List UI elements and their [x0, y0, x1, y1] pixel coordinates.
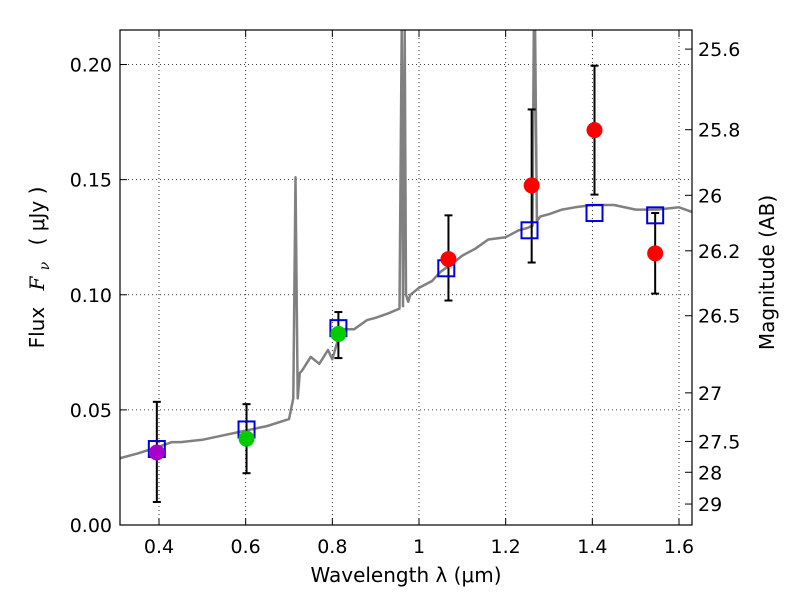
- x-tick-label: 0.6: [231, 536, 261, 558]
- y-axis-label-unit: ( μJy ): [25, 187, 49, 246]
- y-axis-label-prefix: Flux: [25, 307, 49, 349]
- y2-axis-label: Magnitude (AB): [755, 195, 779, 350]
- y-tick-label: 0.05: [70, 400, 112, 422]
- model-point-square: [646, 206, 665, 225]
- observed-point: [330, 325, 347, 342]
- y2-tick-label: 25.8: [698, 120, 740, 142]
- model-spectrum: [120, 30, 692, 460]
- y-axis-label-sub: ν: [37, 261, 53, 270]
- y2-tick-label: 28: [698, 462, 722, 484]
- x-tick-label: 1.2: [491, 536, 521, 558]
- y2-tick-label: 27.5: [698, 431, 740, 453]
- observed-point: [586, 122, 603, 139]
- y-tick-label: 0.20: [70, 55, 112, 77]
- observed-point: [523, 177, 540, 194]
- x-tick-label: 0.4: [144, 536, 174, 558]
- x-tick-label: 1: [413, 536, 425, 558]
- observed-point: [148, 444, 165, 461]
- model-point-square: [520, 221, 539, 240]
- y-tick-label: 0.15: [70, 170, 112, 192]
- x-tick-label: 1.4: [577, 536, 607, 558]
- model-spectrum-line: [120, 30, 692, 460]
- y2-tick-label: 25.6: [698, 39, 740, 61]
- axis-ticks: 0.4 0.6 0.8 1 1.2 1.4 1.6 0.00 0.05 0.10 0.15 0.20 2…: [70, 30, 740, 558]
- y2-tick-label: 26: [698, 185, 722, 207]
- x-tick-label: 0.8: [317, 536, 347, 558]
- y2-tick-label: 26.2: [698, 241, 740, 263]
- y-axis-label-var: F: [25, 275, 49, 291]
- observed-point: [238, 430, 255, 447]
- model-point-square: [585, 204, 604, 223]
- observed-point: [647, 245, 664, 262]
- x-axis-label: Wavelength λ (μm): [310, 563, 501, 587]
- y-axis-label: Flux F ν ( μJy ): [25, 187, 54, 349]
- y2-tick-label: 26.5: [698, 306, 740, 328]
- y-tick-label: 0.10: [70, 285, 112, 307]
- y-tick-label: 0.00: [70, 515, 112, 537]
- y2-tick-label: 27: [698, 383, 722, 405]
- observed-point: [440, 251, 457, 268]
- y2-tick-label: 29: [698, 494, 722, 516]
- plot-frame: [119, 29, 693, 526]
- observed-points: [148, 122, 664, 461]
- x-tick-label: 1.6: [664, 536, 694, 558]
